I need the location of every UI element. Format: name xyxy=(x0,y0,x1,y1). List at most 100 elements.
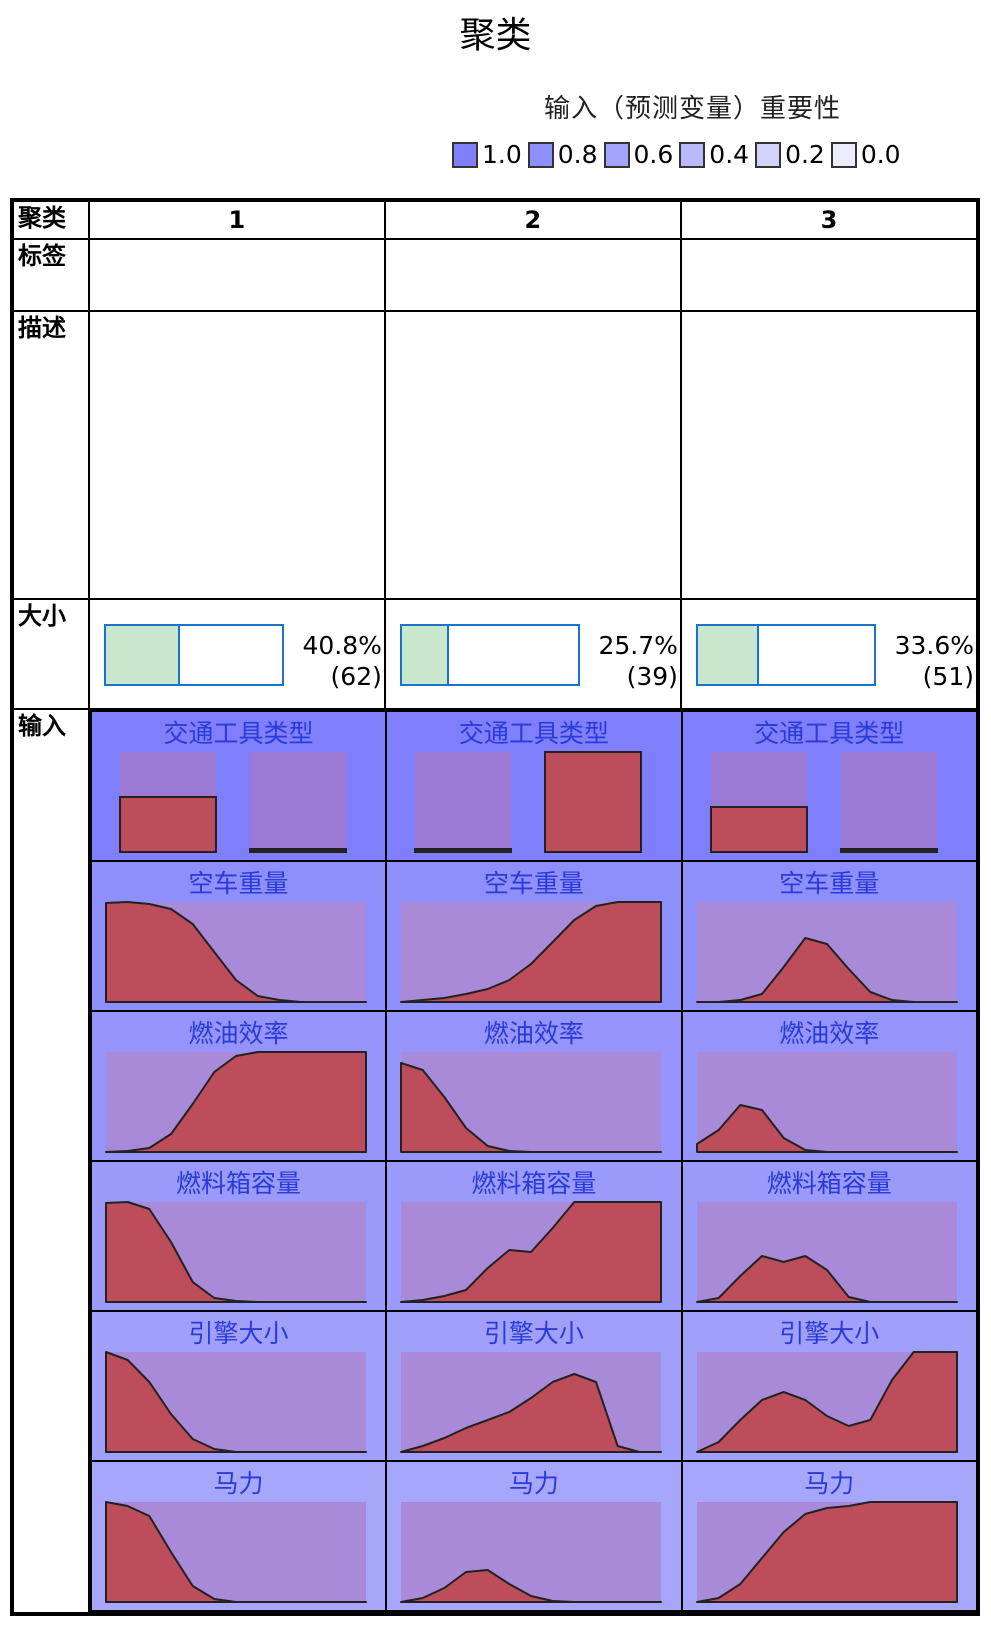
input-name: 燃料箱容量 xyxy=(471,1169,597,1198)
cluster-1-header: 1 xyxy=(87,199,386,240)
legend-label: 0.4 xyxy=(709,140,750,169)
description-cell-1 xyxy=(87,310,386,600)
description-cell-3 xyxy=(679,310,980,600)
category-bar xyxy=(544,751,643,853)
bar-background xyxy=(249,752,346,852)
size-fill-3 xyxy=(697,626,760,684)
legend-item: 0.6 xyxy=(603,140,674,169)
size-row: 大小 40.8% (62) 25.7% (39) 33.6% (51) xyxy=(11,598,980,710)
input-cell: 引擎大小 xyxy=(89,1310,388,1462)
density-curve xyxy=(695,937,958,1003)
density-curve xyxy=(695,1255,958,1303)
input-name: 燃料箱容量 xyxy=(766,1169,892,1198)
category-bar xyxy=(118,796,217,853)
input-name: 燃油效率 xyxy=(188,1019,289,1048)
density-curve xyxy=(400,1201,663,1303)
size-count-2: (39) xyxy=(626,662,678,692)
input-cell: 引擎大小 xyxy=(385,1310,683,1462)
label-cell-3 xyxy=(679,238,980,312)
chart-title: 聚类 xyxy=(459,15,532,56)
distribution-chart xyxy=(695,902,958,1003)
input-name: 燃油效率 xyxy=(483,1019,584,1048)
input-row: 引擎大小 引擎大小 引擎大小 xyxy=(89,1310,976,1462)
input-name: 交通工具类型 xyxy=(754,719,905,748)
input-cell: 交通工具类型 xyxy=(89,710,388,862)
input-name: 交通工具类型 xyxy=(458,719,609,748)
legend-swatch xyxy=(527,141,554,168)
distribution-chart xyxy=(400,1052,663,1153)
inputs-table: 交通工具类型 交通工具类型 交通工具类型 空车重量 空车重量 空车重量 燃油效率 燃油效率 燃油… xyxy=(89,710,976,1612)
input-name: 马力 xyxy=(213,1469,264,1498)
distribution-chart xyxy=(118,752,347,853)
input-cell: 马力 xyxy=(385,1460,683,1612)
legend-item: 0.2 xyxy=(755,140,825,169)
distribution-chart xyxy=(104,901,367,1003)
size-percent-3: 33.6% xyxy=(894,631,974,660)
distribution-chart xyxy=(104,1501,367,1603)
input-cell: 引擎大小 xyxy=(680,1310,976,1462)
legend-label: 0.0 xyxy=(860,140,901,169)
input-row: 交通工具类型 交通工具类型 交通工具类型 xyxy=(89,710,976,862)
density-background xyxy=(401,1502,662,1602)
density-curve xyxy=(104,1201,367,1303)
legend-swatch xyxy=(603,141,630,168)
distribution-chart xyxy=(695,1052,958,1153)
description-row: 描述 xyxy=(11,310,980,600)
row-label-size: 大小 xyxy=(11,598,90,710)
density-curve xyxy=(400,1569,663,1603)
size-cell-1: 40.8% (62) xyxy=(87,598,386,710)
distribution-chart xyxy=(400,1502,663,1603)
size-value-1: 40.8% (62) xyxy=(302,630,381,693)
input-name: 马力 xyxy=(804,1469,855,1498)
input-name: 引擎大小 xyxy=(188,1319,289,1348)
row-label-inputs: 输入 xyxy=(11,708,90,1615)
label-row: 标签 xyxy=(11,238,980,312)
size-value-2: 25.7% (39) xyxy=(599,630,678,693)
bar-background xyxy=(415,752,512,852)
input-row: 马力 马力 马力 xyxy=(89,1460,976,1612)
input-cell: 燃料箱容量 xyxy=(89,1160,388,1312)
input-name: 引擎大小 xyxy=(779,1319,880,1348)
legend-swatch xyxy=(830,141,857,168)
label-cell-1 xyxy=(87,238,386,312)
input-cell: 燃油效率 xyxy=(680,1010,976,1162)
label-cell-2 xyxy=(383,238,682,312)
cluster-3-header: 3 xyxy=(679,199,980,240)
input-cell: 空车重量 xyxy=(680,860,976,1012)
input-name: 引擎大小 xyxy=(483,1319,584,1348)
cluster-2-header: 2 xyxy=(383,199,682,240)
distribution-chart xyxy=(400,1201,663,1303)
input-name: 空车重量 xyxy=(779,869,880,898)
importance-legend: 1.0 0.8 0.6 0.4 0.2 0.0 xyxy=(452,140,907,169)
row-label-cluster: 聚类 xyxy=(11,199,90,240)
input-cell: 空车重量 xyxy=(385,860,683,1012)
input-cell: 交通工具类型 xyxy=(385,710,683,862)
density-curve xyxy=(400,1373,663,1453)
category-bar xyxy=(839,848,938,853)
legend-swatch xyxy=(755,141,782,168)
distribution-chart xyxy=(695,1351,958,1453)
size-bar-2 xyxy=(399,624,580,686)
row-label-description: 描述 xyxy=(11,310,90,600)
input-cell: 燃料箱容量 xyxy=(385,1160,683,1312)
distribution-chart xyxy=(104,1351,367,1453)
distribution-chart xyxy=(695,1202,958,1303)
bar-background xyxy=(840,752,937,852)
legend-swatch xyxy=(679,141,706,168)
density-curve xyxy=(104,1351,367,1453)
distribution-chart xyxy=(400,901,663,1003)
inputs-row: 输入 交通工具类型 交通工具类型 交通工具类型 空车重量 空车重量 空车重量 燃油效率 燃油效… xyxy=(11,708,980,1615)
legend-label: 0.6 xyxy=(633,140,674,169)
input-cell: 空车重量 xyxy=(89,860,388,1012)
input-name: 空车重量 xyxy=(483,869,584,898)
size-bar-1 xyxy=(103,624,284,686)
size-cell-3: 33.6% (51) xyxy=(679,598,980,710)
description-cell-2 xyxy=(383,310,682,600)
density-curve xyxy=(695,1351,958,1453)
distribution-chart xyxy=(104,1051,367,1153)
row-label-label: 标签 xyxy=(11,238,90,312)
input-row: 燃料箱容量 燃料箱容量 燃料箱容量 xyxy=(89,1160,976,1312)
distribution-chart xyxy=(709,752,938,853)
category-bar xyxy=(709,806,808,853)
distribution-chart xyxy=(695,1501,958,1603)
